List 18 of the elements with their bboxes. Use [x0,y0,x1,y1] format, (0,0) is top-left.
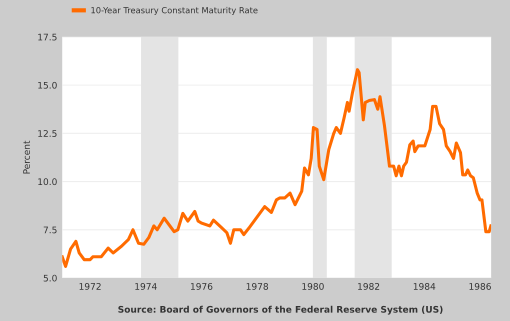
x-tick-label: 1974 [135,283,157,290]
y-tick-label: 17.5 [38,34,57,40]
line-series [62,68,492,268]
y-tick-label: 7.5 [44,226,57,234]
x-tick-label: 1984 [414,283,436,290]
y-axis-title: Percent [23,140,30,174]
x-tick-label: 1976 [190,283,212,290]
legend-label: 10-Year Treasury Constant Maturity Rate [91,6,258,15]
y-tick-label: 15.0 [38,82,57,89]
x-tick-label: 1978 [246,283,268,290]
x-tick-label: 1986 [469,283,491,290]
source-note: Source: Board of Governors of the Federal Reserve System (US) [118,306,443,315]
y-tick-label: 12.5 [38,130,57,137]
y-tick-label: 10.0 [38,178,57,186]
x-tick-label: 1980 [302,283,324,290]
x-tick-label: 1982 [358,283,380,290]
y-tick-label: 5.0 [44,274,57,282]
x-tick-label: 1972 [80,283,101,290]
